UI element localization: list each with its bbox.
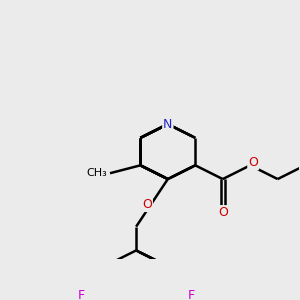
- Text: F: F: [188, 290, 195, 300]
- Text: O: O: [142, 198, 152, 211]
- Text: CH₃: CH₃: [86, 168, 107, 178]
- Text: F: F: [77, 290, 85, 300]
- Text: N: N: [163, 118, 172, 130]
- Text: O: O: [218, 206, 228, 219]
- Text: O: O: [248, 156, 258, 169]
